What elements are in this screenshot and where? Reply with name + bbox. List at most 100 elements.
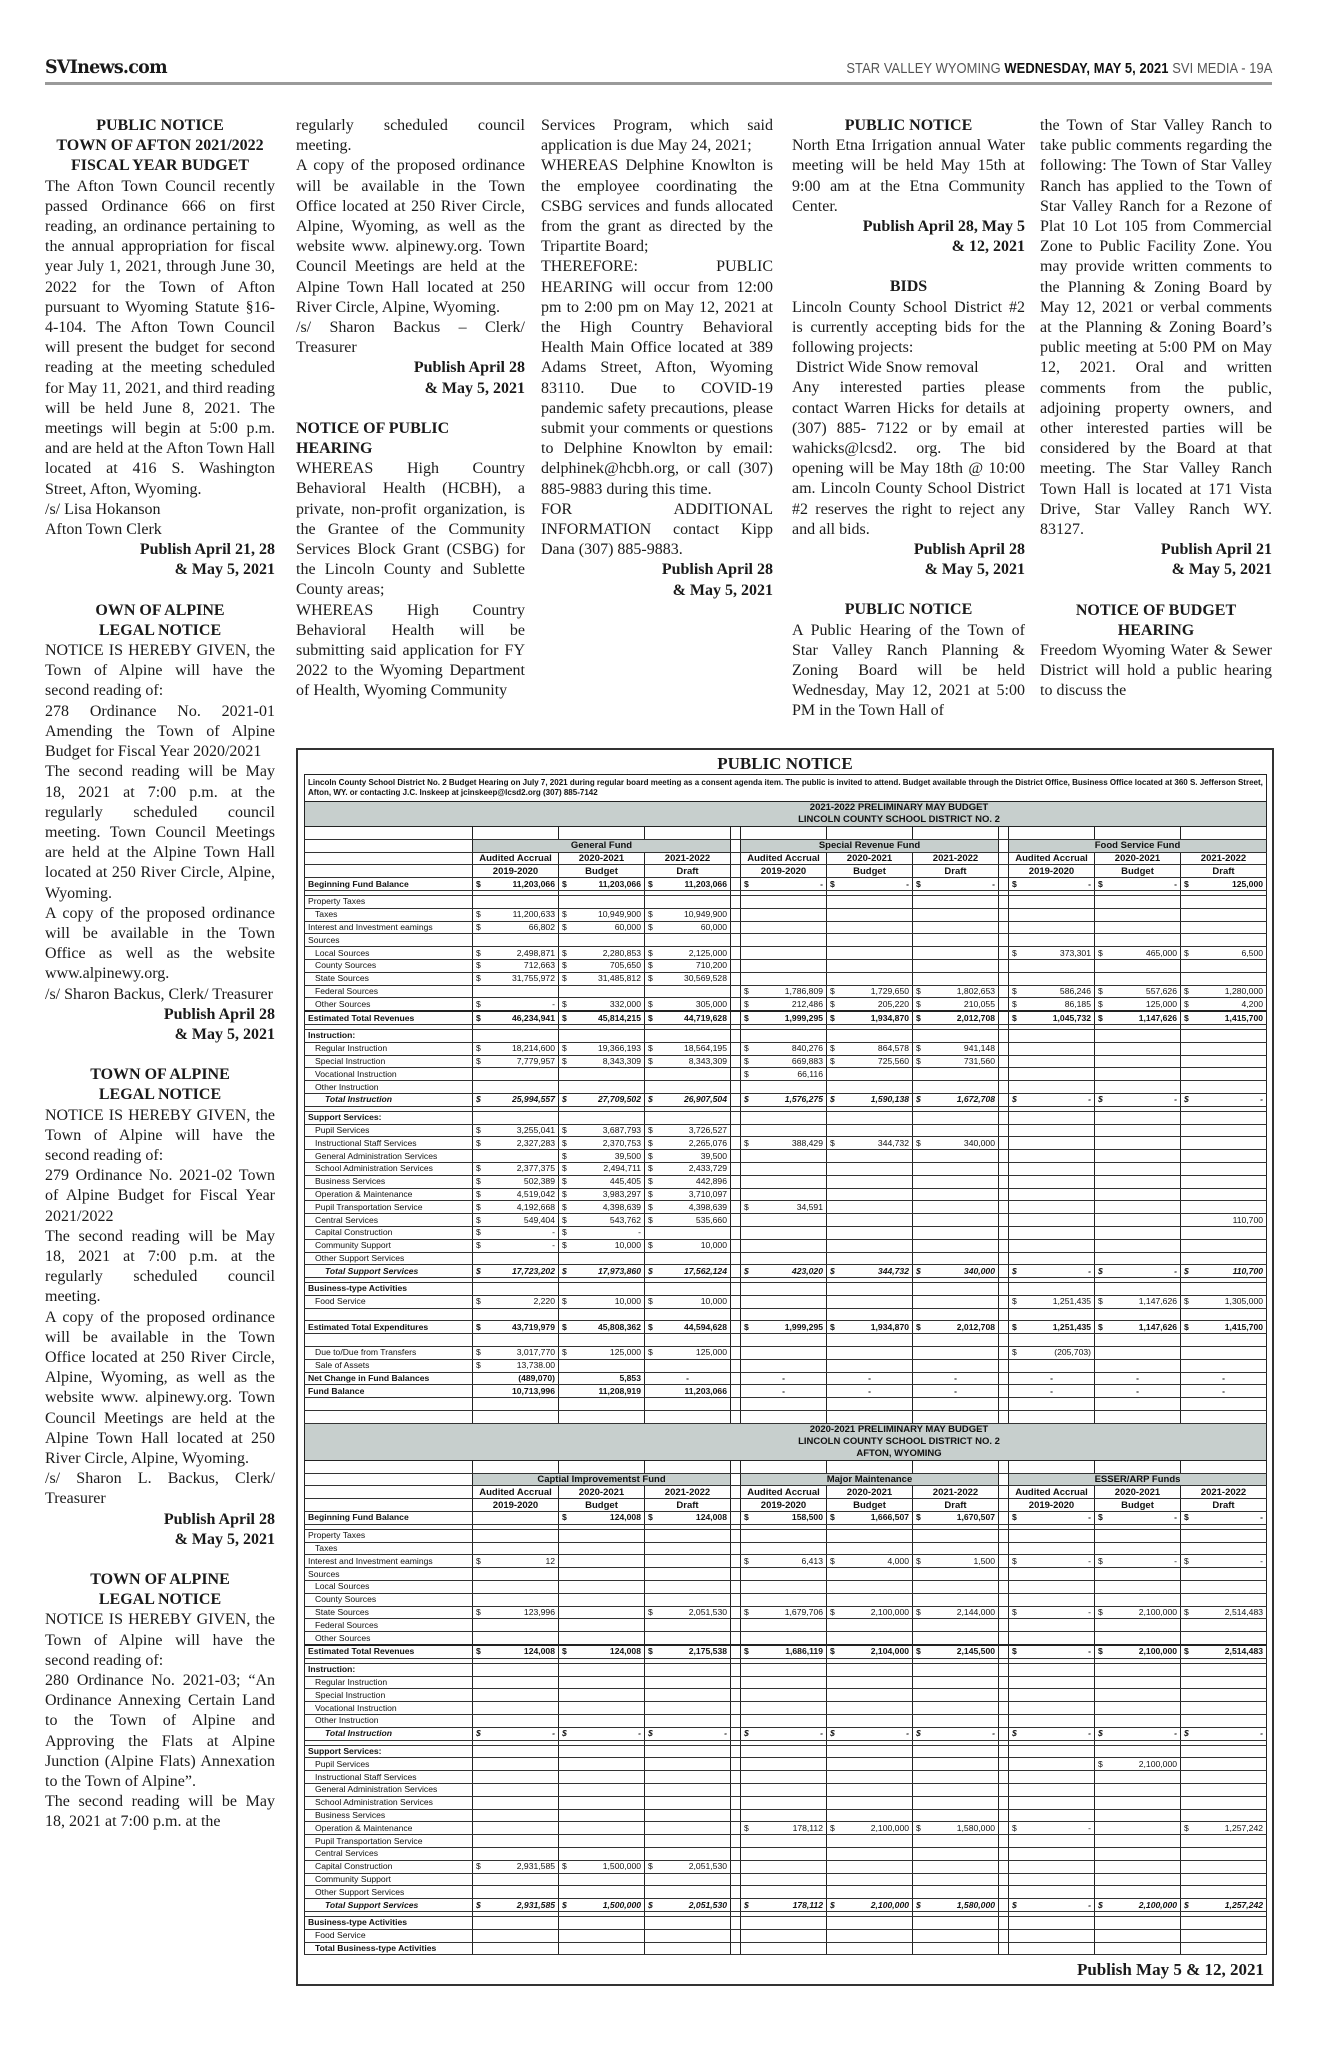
budget-value: $ - — [472, 997, 559, 1012]
dollar-sign: $ — [648, 1188, 653, 1199]
publish-text: Publish April 28, May 5 — [862, 218, 1025, 236]
row-label: County Sources — [304, 1593, 473, 1607]
budget-value — [1094, 1213, 1181, 1227]
gap-cell — [998, 1529, 1009, 1543]
budget-value — [1179, 1942, 1268, 1956]
amount: 25,994,557 — [511, 1094, 555, 1105]
dollar-sign: $ — [744, 1068, 749, 1079]
gap-cell — [730, 1929, 741, 1943]
gap-cell — [730, 1783, 741, 1797]
budget-value — [558, 1397, 645, 1412]
dollar-sign: $ — [648, 909, 653, 920]
budget-value — [558, 1308, 645, 1322]
budget-row: Pupil Transportation Service $4,192,668 $4… — [304, 1200, 1268, 1215]
dollar-sign: $ — [830, 1137, 835, 1148]
budget-value — [740, 1834, 827, 1848]
budget-value — [644, 1067, 731, 1082]
budget-value — [558, 1111, 645, 1125]
budget-value — [644, 1631, 731, 1646]
budget-value — [1008, 1834, 1095, 1848]
budget-value — [644, 1111, 731, 1125]
dollar-sign: $ — [476, 921, 481, 932]
budget-value — [740, 1333, 827, 1348]
budget-value — [826, 1809, 913, 1823]
budget-value: $18,214,600 — [472, 1042, 559, 1056]
budget-row: Other Sources — [304, 1631, 1268, 1646]
budget-value: $3,687,793 — [558, 1124, 645, 1138]
notice-paragraph: NOTICE IS HEREBY GIVEN, the Town of Alpi… — [45, 1106, 275, 1164]
budget-value — [912, 1029, 999, 1043]
amount: - — [1174, 1512, 1177, 1523]
budget-value — [826, 1745, 913, 1759]
dollar-sign: $ — [1184, 998, 1189, 1009]
empty-cell — [740, 1410, 827, 1424]
dollar-sign: $ — [916, 985, 921, 996]
budget-value — [1094, 1860, 1181, 1874]
gap-cell — [730, 1252, 741, 1266]
budget-row: Regular Instruction $18,214,600 $19,366,19… — [304, 1042, 1268, 1056]
budget-value: $1,934,870 — [826, 1010, 913, 1025]
dollar-sign: $ — [476, 1347, 481, 1358]
gap-cell — [730, 1226, 741, 1240]
amount: 13,738.00 — [516, 1360, 555, 1371]
budget-value — [912, 1701, 999, 1715]
budget-value: $710,200 — [644, 959, 731, 973]
budget-value: $ - — [1008, 1511, 1095, 1525]
gap-cell — [730, 1567, 741, 1582]
amount: 502,389 — [523, 1176, 555, 1187]
amount: 10,000 — [700, 1240, 727, 1251]
budget-value: $2,931,585 — [472, 1898, 559, 1912]
budget-value — [1008, 1688, 1095, 1703]
budget-row — [304, 1397, 1268, 1412]
budget-value: $3,983,297 — [558, 1188, 645, 1202]
row-label: Estimated Total Revenues — [304, 1643, 473, 1659]
budget-value: $731,560 — [912, 1055, 999, 1069]
amount: 2,012,708 — [956, 1321, 995, 1332]
notice-paragraph: NOTICE IS HEREBY GIVEN, the Town of Alpi… — [45, 642, 275, 700]
amount: 2,144,000 — [956, 1607, 995, 1618]
budget-value: $941,148 — [912, 1042, 999, 1056]
budget-value — [558, 1663, 645, 1677]
gap-cell — [730, 1282, 741, 1296]
budget-value — [1008, 1042, 1095, 1056]
dollar-sign: $ — [916, 1265, 921, 1276]
budget-value: $34,591 — [740, 1200, 827, 1215]
header-location: STAR VALLEY WYOMING — [845, 60, 1001, 77]
budget-value: $2,144,000 — [912, 1606, 999, 1620]
budget-value — [826, 1333, 913, 1348]
notice-heading: TOWN OF ALPINE LEGAL NOTICE — [45, 1570, 275, 1610]
budget-value — [1008, 1770, 1095, 1784]
gap-cell — [998, 1320, 1009, 1335]
budget-value — [826, 1308, 913, 1322]
budget-value — [826, 1162, 913, 1176]
row-label: Capital Construction — [304, 1226, 473, 1240]
budget-value — [1008, 1929, 1095, 1943]
gap-cell — [998, 1029, 1009, 1043]
amount: 2,220 — [533, 1296, 555, 1307]
budget-value — [826, 1663, 913, 1677]
dollar-sign: $ — [830, 1899, 835, 1910]
budget-value — [826, 1770, 913, 1784]
row-label: Business Services — [304, 1175, 473, 1189]
amount: 31,755,972 — [511, 973, 555, 984]
column-header: Budget — [826, 864, 913, 879]
row-label: Sale of Assets — [304, 1359, 473, 1373]
amount: - — [820, 878, 823, 889]
budget-value — [472, 1282, 559, 1296]
notice-paragraph: FOR ADDITIONAL INFORMATION contact Kipp … — [541, 500, 773, 559]
budget-value: $60,000 — [558, 921, 645, 935]
amount: 465,000 — [1145, 947, 1177, 958]
budget-value — [912, 1860, 999, 1874]
budget-note-row: Lincoln County School District No. 2 Bud… — [303, 774, 1268, 802]
budget-value — [740, 1809, 827, 1823]
budget-title-band: 2020-2021 PRELIMINARY MAY BUDGET LINCOLN … — [303, 1422, 1268, 1461]
budget-value: - — [1094, 1372, 1181, 1386]
gap-cell — [998, 1149, 1009, 1163]
budget-value — [912, 1796, 999, 1810]
gap-cell — [998, 1473, 1009, 1487]
notice-heading: NOTICE OF BUDGET HEARING — [1040, 601, 1272, 641]
gap-cell — [998, 1701, 1009, 1715]
gap-cell — [730, 1631, 741, 1646]
notice-paragraph: Services Program, which said application… — [541, 117, 773, 155]
budget-value: $1,999,295 — [740, 1010, 827, 1025]
